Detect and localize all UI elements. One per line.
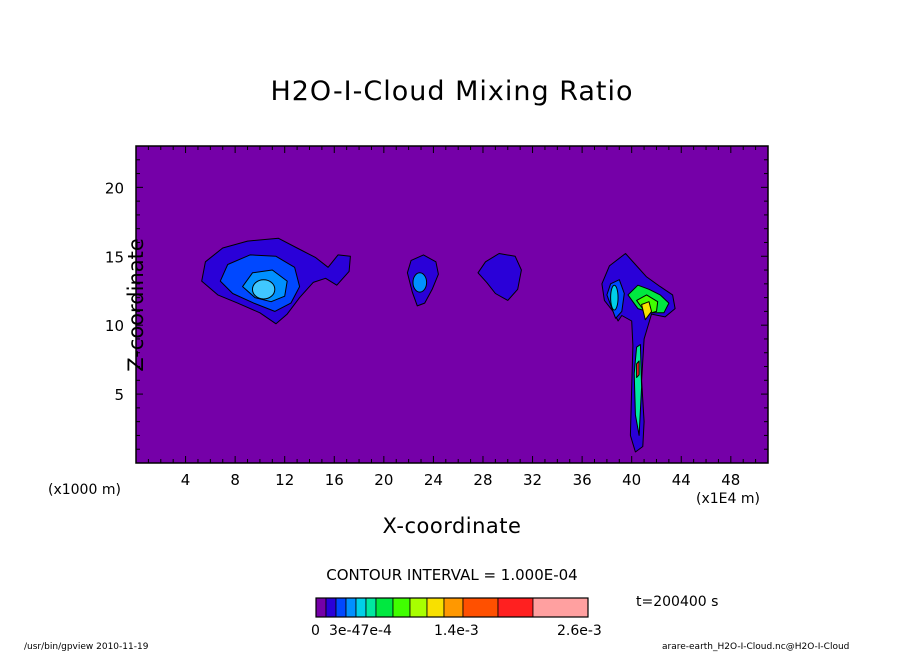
colorbar-swatch [375, 597, 394, 618]
footer-command: /usr/bin/gpview 2010-11-19 [24, 642, 149, 652]
y-tick-label: 15 [105, 248, 124, 266]
colorbar-swatch [355, 597, 367, 618]
colorbar-swatch [325, 597, 337, 618]
colorbar-label: 2.6e-3 [557, 623, 602, 639]
x-tick-label: 44 [672, 471, 691, 489]
footer-source: arare-earth_H2O-I-Cloud.nc@H2O-I-Cloud [662, 642, 850, 652]
cloud-layer [201, 237, 676, 453]
cloud-east-column [633, 344, 643, 436]
x-tick-label: 4 [181, 471, 191, 489]
x-tick-label: 40 [622, 471, 641, 489]
x-scale-note-right: (x1E4 m) [696, 491, 760, 507]
colorbar-swatch [426, 597, 445, 618]
colorbar-swatch [497, 597, 534, 618]
cloud-east-top-3 [641, 301, 652, 321]
y-axis: 5 10 15 20 [105, 159, 768, 450]
x-tick-label: 20 [374, 471, 393, 489]
colorbar-swatch [462, 597, 499, 618]
plot-frame [135, 145, 769, 464]
x-tick-label: 24 [424, 471, 443, 489]
x-tick-label: 48 [721, 471, 740, 489]
y-tick-label: 20 [105, 179, 124, 197]
colorbar-swatch [443, 597, 464, 618]
colorbar-swatch [409, 597, 428, 618]
colorbar-swatch [345, 597, 357, 618]
x-tick-label: 32 [523, 471, 542, 489]
contour-interval-label: CONTOUR INTERVAL = 1.000E-04 [326, 566, 578, 584]
x-tick-label: 16 [325, 471, 344, 489]
x-tick-label: 28 [473, 471, 492, 489]
colorbar-swatch [365, 597, 377, 618]
colorbar [315, 597, 589, 618]
cloud-west-core [251, 279, 276, 300]
colorbar-frame [315, 597, 589, 618]
x-tick-label: 8 [230, 471, 240, 489]
colorbar-swatch [335, 597, 347, 618]
colorbar-label: 1.4e-3 [434, 623, 479, 639]
cloud-mid-1-inner [412, 272, 428, 293]
x-axis-label: X-coordinate [382, 514, 522, 538]
colorbar-swatch [532, 597, 589, 618]
x-axis: 4 8 12 16 20 24 28 32 36 40 44 48 [147, 146, 757, 489]
y-axis-label: Z-coordinate [123, 238, 148, 372]
colorbar-swatch [315, 597, 327, 618]
cloud-mid-2 [477, 253, 522, 301]
cloud-east-column-core [636, 360, 640, 378]
colorbar-swatch [392, 597, 411, 618]
x-tick-label: 36 [573, 471, 592, 489]
y-tick-label: 5 [114, 386, 124, 404]
x-tick-label: 12 [275, 471, 294, 489]
y-tick-label: 10 [105, 317, 124, 335]
x-scale-note: (x1000 m) [48, 482, 121, 498]
time-label: t=200400 s [636, 594, 719, 610]
colorbar-label: 0 [311, 623, 320, 639]
cloud-east-anvil-core [610, 284, 619, 311]
colorbar-label: 3e-47e-4 [329, 623, 392, 639]
chart-title: H2O-I-Cloud Mixing Ratio [270, 76, 634, 107]
